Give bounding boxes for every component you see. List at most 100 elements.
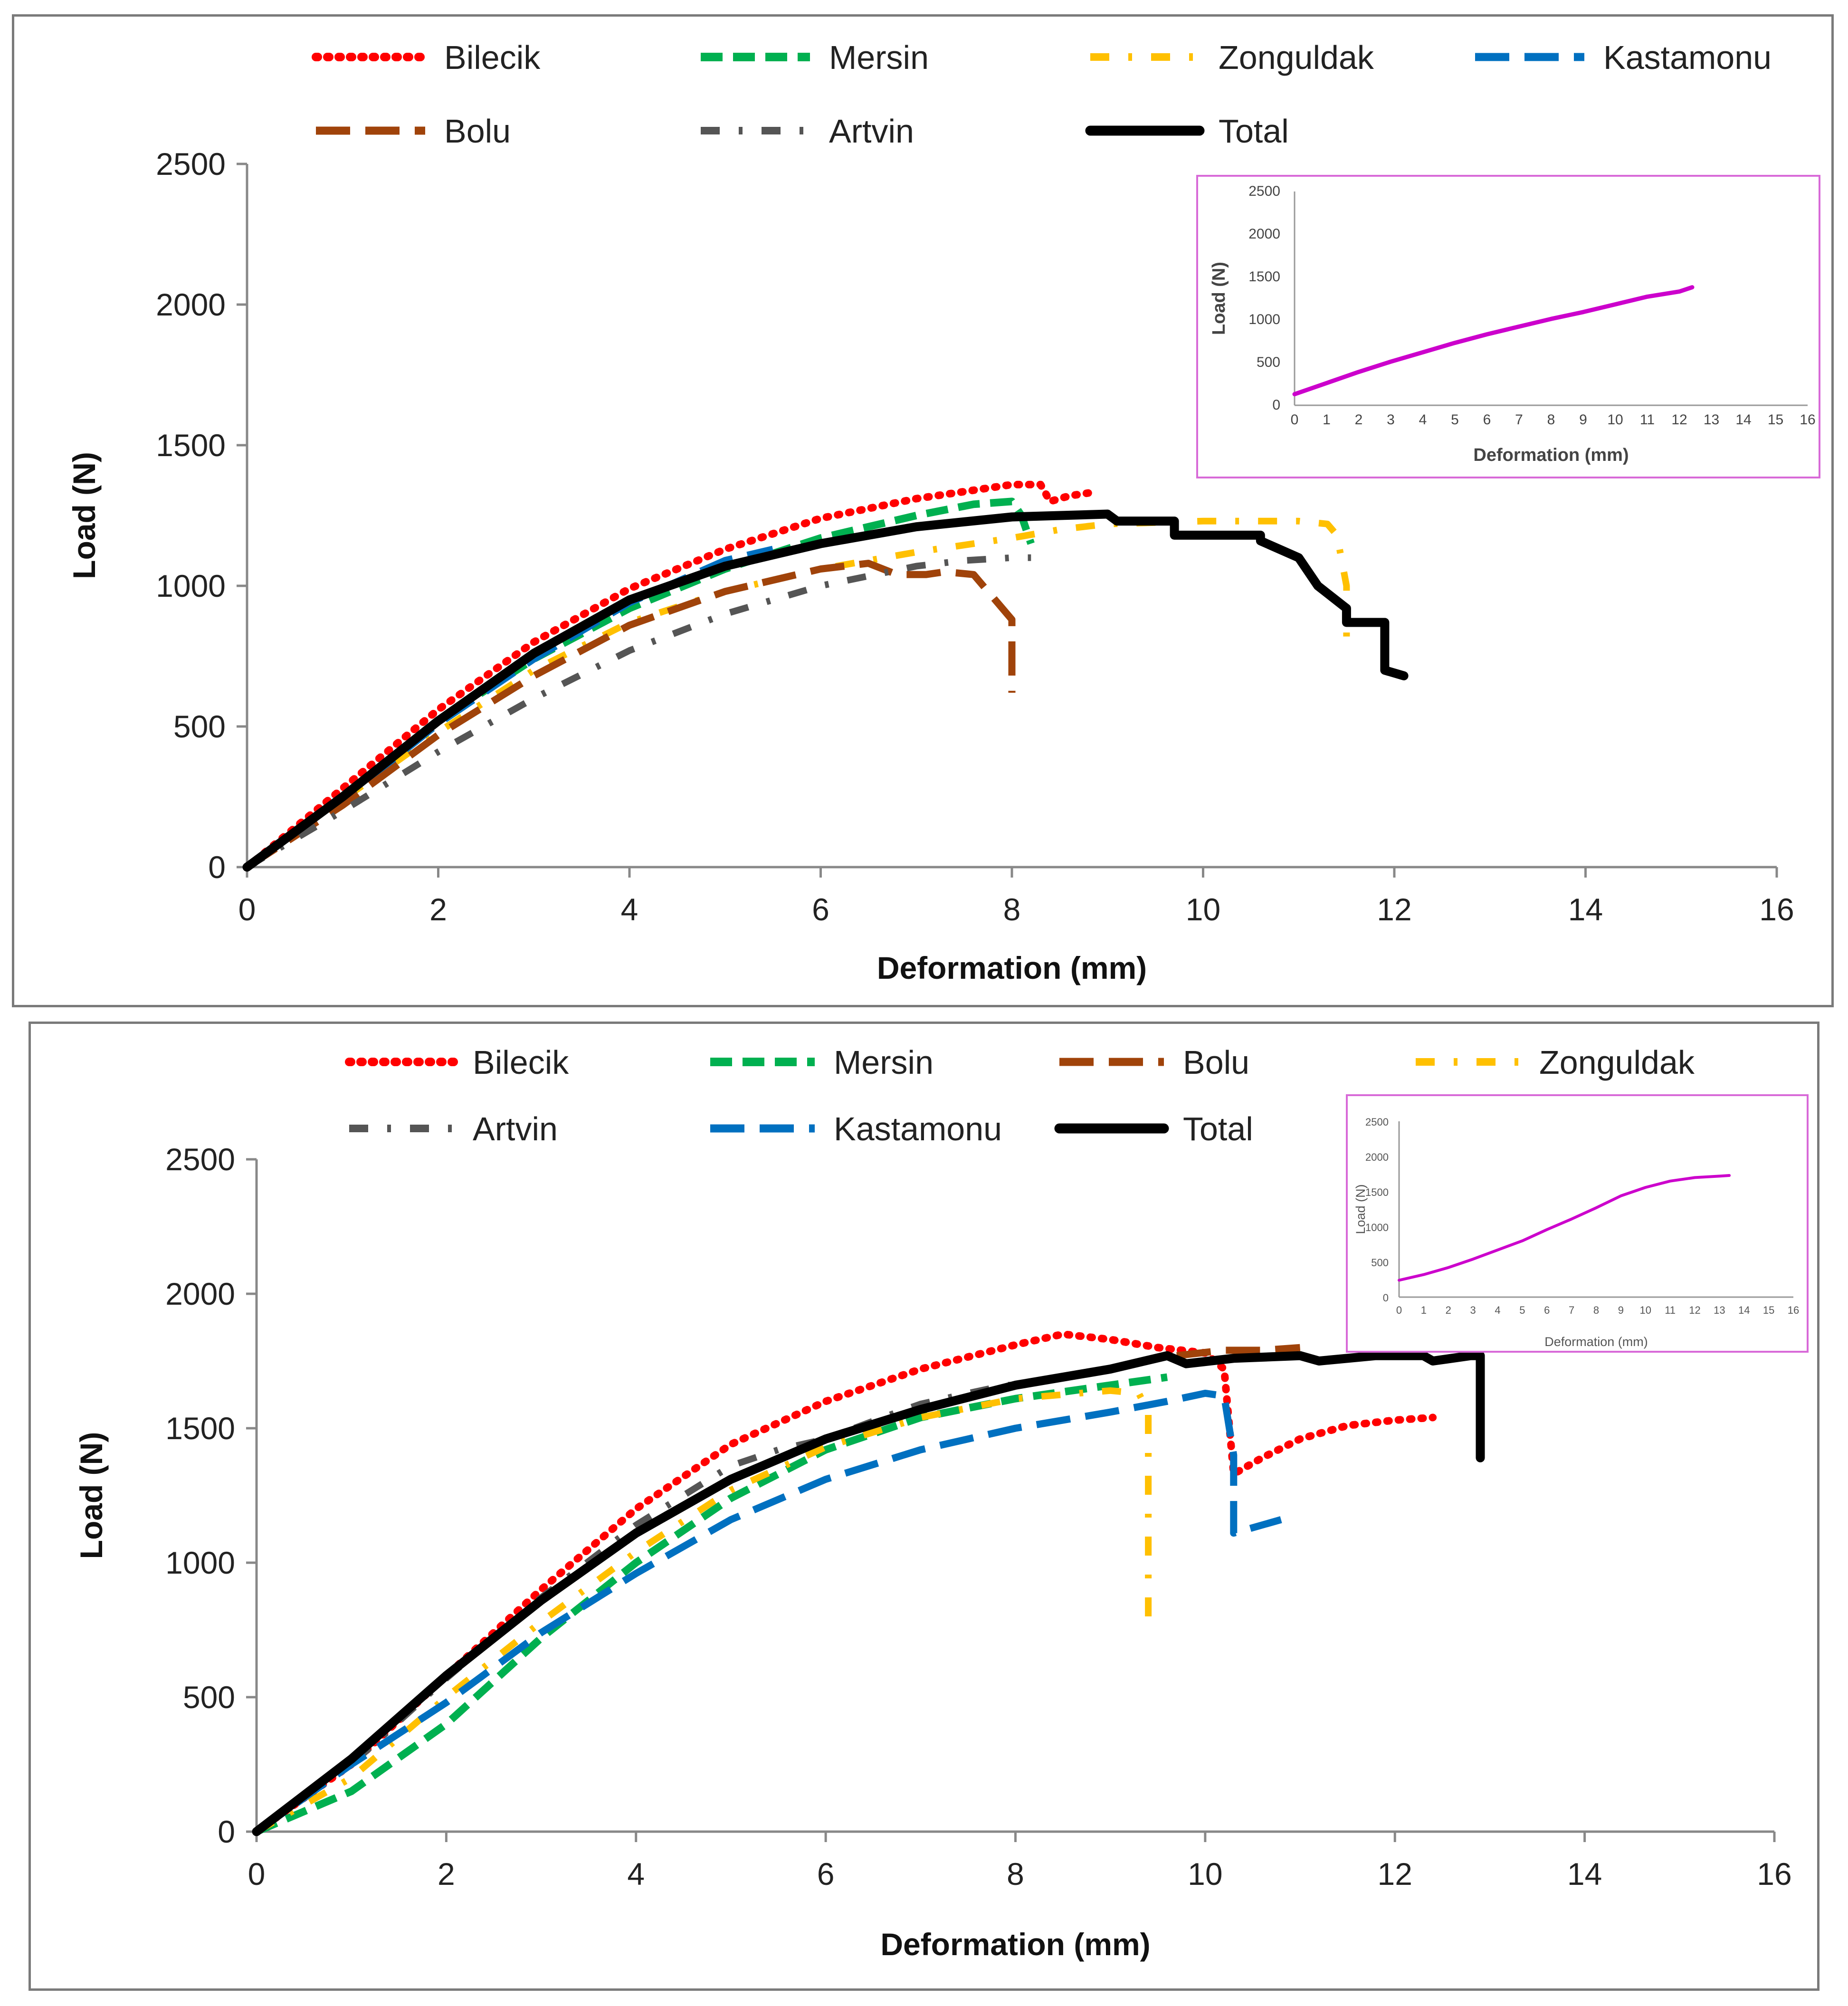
legend-label-kastamonu: Kastamonu xyxy=(834,1110,1002,1147)
inset-x-tick-label-10: 10 xyxy=(1640,1304,1651,1316)
inset-x-tick-label-9: 9 xyxy=(1579,412,1587,428)
x-tick-label-4: 4 xyxy=(621,892,638,927)
x-tick-label-16: 16 xyxy=(1757,1856,1791,1891)
series-group xyxy=(252,1330,1485,1836)
y-tick-label-0: 0 xyxy=(208,850,226,885)
inset-y-tick-label-0: 0 xyxy=(1272,397,1280,413)
y-axis-title: Load (N) xyxy=(74,1432,109,1559)
y-tick-label-1000: 1000 xyxy=(156,568,226,603)
inset-x-axis-title: Deformation (mm) xyxy=(1544,1335,1648,1349)
series-line-bilecik xyxy=(253,1330,1437,1835)
x-tick-label-10: 10 xyxy=(1188,1856,1222,1891)
legend-label-mersin: Mersin xyxy=(834,1044,934,1081)
series-line-zonguldak xyxy=(255,1387,1152,1835)
inset-x-tick-label-7: 7 xyxy=(1569,1304,1574,1316)
legend-label-bolu: Bolu xyxy=(1183,1044,1249,1081)
inset-x-tick-label-1: 1 xyxy=(1421,1304,1427,1316)
y-tick-label-2000: 2000 xyxy=(165,1276,235,1311)
inset-y-tick-label-2500: 2500 xyxy=(1248,183,1280,199)
x-tick-label-16: 16 xyxy=(1759,892,1794,927)
series-line-total xyxy=(242,509,1409,872)
inset-x-tick-label-0: 0 xyxy=(1396,1304,1402,1316)
series-line-artvin xyxy=(245,554,1031,870)
legend-label-mersin: Mersin xyxy=(829,39,929,76)
inset-x-tick-label-16: 16 xyxy=(1788,1304,1799,1316)
inset-x-tick-label-3: 3 xyxy=(1470,1304,1476,1316)
inset-y-tick-label-1000: 1000 xyxy=(1248,312,1280,327)
inset-y-axis-title: Load (N) xyxy=(1353,1184,1368,1234)
legend-label-zonguldak: Zonguldak xyxy=(1219,39,1374,76)
x-tick-label-12: 12 xyxy=(1377,892,1411,927)
inset-x-tick-label-4: 4 xyxy=(1419,412,1427,428)
series-line-bilecik xyxy=(243,480,1092,871)
x-axis-title: Deformation (mm) xyxy=(877,950,1147,985)
inset-y-tick-label-1500: 1500 xyxy=(1248,269,1280,285)
y-axis-title: Load (N) xyxy=(67,452,102,579)
y-tick-label-1000: 1000 xyxy=(165,1545,235,1580)
inset-x-tick-label-5: 5 xyxy=(1451,412,1459,428)
inset-y-tick-label-500: 500 xyxy=(1371,1257,1389,1269)
inset-y-axis-title: Load (N) xyxy=(1209,262,1229,335)
inset-x-tick-label-8: 8 xyxy=(1593,1304,1599,1316)
x-tick-label-14: 14 xyxy=(1568,892,1603,927)
inset-frame xyxy=(1346,1094,1809,1353)
series-line-mersin xyxy=(255,1373,1168,1835)
series-line-bolu xyxy=(1176,1344,1301,1359)
inset-x-tick-label-1: 1 xyxy=(1323,412,1331,428)
inset-x-tick-label-12: 12 xyxy=(1671,412,1687,428)
inset-x-tick-label-14: 14 xyxy=(1735,412,1751,428)
inset-x-tick-label-16: 16 xyxy=(1800,412,1815,428)
chart-panel-2: 0 500 1000 1500 2000 2500 0 2 4 6 8 10 12 14 16 Load (N… xyxy=(29,1022,1819,1991)
legend-label-bilecik: Bilecik xyxy=(473,1044,569,1081)
inset-x-tick-label-10: 10 xyxy=(1607,412,1623,428)
inset-x-tick-label-6: 6 xyxy=(1483,412,1491,428)
inset-x-tick-label-8: 8 xyxy=(1547,412,1555,428)
y-tick-label-500: 500 xyxy=(183,1680,235,1715)
x-tick-label-0: 0 xyxy=(238,892,256,927)
y-tick-label-2000: 2000 xyxy=(156,287,226,322)
inset-x-tick-label-2: 2 xyxy=(1446,1304,1451,1316)
inset-series-line xyxy=(1292,285,1695,397)
inset-y-tick-label-2000: 2000 xyxy=(1365,1151,1389,1163)
x-tick-label-14: 14 xyxy=(1567,1856,1602,1891)
inset-x-tick-label-7: 7 xyxy=(1515,412,1523,428)
legend-label-artvin: Artvin xyxy=(473,1110,558,1147)
x-tick-label-0: 0 xyxy=(248,1856,266,1891)
series-line-kastamonu xyxy=(254,1389,1282,1835)
inset-x-tick-label-14: 14 xyxy=(1738,1304,1750,1316)
inset-x-tick-label-13: 13 xyxy=(1714,1304,1725,1316)
legend-label-bilecik: Bilecik xyxy=(444,39,541,76)
legend-label-bolu: Bolu xyxy=(444,113,511,150)
series-line-mersin xyxy=(245,497,1035,870)
x-tick-label-10: 10 xyxy=(1186,892,1220,927)
inset-y-tick-label-0: 0 xyxy=(1383,1292,1389,1304)
y-tick-label-1500: 1500 xyxy=(165,1411,235,1446)
inset-x-tick-label-2: 2 xyxy=(1355,412,1363,428)
y-tick-label-2500: 2500 xyxy=(156,146,226,181)
x-tick-label-2: 2 xyxy=(438,1856,455,1891)
x-tick-label-6: 6 xyxy=(812,892,829,927)
legend-label-total: Total xyxy=(1219,113,1289,150)
x-tick-label-8: 8 xyxy=(1003,892,1021,927)
y-tick-label-1500: 1500 xyxy=(156,428,226,463)
series-line-total xyxy=(252,1351,1485,1836)
inset-x-tick-label-11: 11 xyxy=(1640,412,1655,428)
inset-x-tick-label-9: 9 xyxy=(1618,1304,1624,1316)
inset-y-tick-label-500: 500 xyxy=(1257,354,1280,370)
x-tick-label-12: 12 xyxy=(1378,1856,1412,1891)
x-tick-label-6: 6 xyxy=(817,1856,835,1891)
inset-x-tick-label-5: 5 xyxy=(1519,1304,1525,1316)
inset-x-tick-label-4: 4 xyxy=(1495,1304,1500,1316)
series-group xyxy=(242,480,1409,872)
inset-x-tick-label-6: 6 xyxy=(1544,1304,1550,1316)
x-tick-label-4: 4 xyxy=(627,1856,645,1891)
inset-y-tick-label-2000: 2000 xyxy=(1248,226,1280,242)
series-line-bolu xyxy=(245,560,1016,870)
x-tick-label-2: 2 xyxy=(429,892,447,927)
inset-x-tick-label-0: 0 xyxy=(1291,412,1299,428)
inset-x-tick-label-15: 15 xyxy=(1763,1304,1774,1316)
